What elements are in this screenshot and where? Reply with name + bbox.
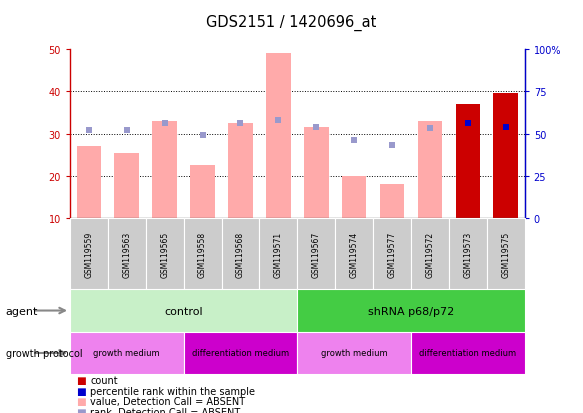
Bar	[70, 332, 184, 374]
Bar	[493, 94, 518, 219]
Text: rank, Detection Call = ABSENT: rank, Detection Call = ABSENT	[90, 407, 241, 413]
Text: differentiation medium: differentiation medium	[192, 349, 289, 358]
Text: ■: ■	[76, 396, 86, 406]
Text: GSM119571: GSM119571	[274, 231, 283, 277]
Bar	[184, 219, 222, 289]
Text: count: count	[90, 375, 118, 385]
Bar	[380, 185, 405, 219]
Bar	[449, 219, 487, 289]
Text: GSM119573: GSM119573	[463, 231, 472, 277]
Text: agent: agent	[6, 306, 38, 316]
Text: GSM119577: GSM119577	[388, 231, 396, 277]
Text: ■: ■	[76, 407, 86, 413]
Bar	[297, 332, 411, 374]
Text: GSM119574: GSM119574	[350, 231, 359, 277]
Bar	[487, 219, 525, 289]
Bar	[108, 219, 146, 289]
Bar	[146, 219, 184, 289]
Text: GSM119575: GSM119575	[501, 231, 510, 277]
Bar	[184, 332, 297, 374]
Text: growth protocol: growth protocol	[6, 348, 82, 358]
Bar	[297, 219, 335, 289]
Bar	[114, 153, 139, 219]
Bar	[70, 219, 108, 289]
Bar	[455, 104, 480, 219]
Text: GSM119568: GSM119568	[236, 231, 245, 277]
Text: ■: ■	[76, 386, 86, 396]
Text: percentile rank within the sample: percentile rank within the sample	[90, 386, 255, 396]
Text: GSM119558: GSM119558	[198, 231, 207, 277]
Bar	[373, 219, 411, 289]
Text: GSM119565: GSM119565	[160, 231, 169, 277]
Bar	[70, 289, 297, 332]
Text: value, Detection Call = ABSENT: value, Detection Call = ABSENT	[90, 396, 245, 406]
Bar	[342, 177, 367, 219]
Bar	[417, 121, 442, 219]
Bar	[228, 123, 253, 219]
Bar	[190, 166, 215, 219]
Text: GDS2151 / 1420696_at: GDS2151 / 1420696_at	[206, 14, 377, 31]
Text: GSM119563: GSM119563	[122, 231, 131, 277]
Bar	[266, 54, 291, 219]
Bar	[297, 289, 525, 332]
Bar	[304, 128, 329, 219]
Text: control: control	[164, 306, 203, 316]
Bar	[222, 219, 259, 289]
Bar	[411, 219, 449, 289]
Text: shRNA p68/p72: shRNA p68/p72	[368, 306, 454, 316]
Text: growth medium: growth medium	[93, 349, 160, 358]
Text: GSM119559: GSM119559	[85, 231, 93, 277]
Text: growth medium: growth medium	[321, 349, 388, 358]
Text: GSM119567: GSM119567	[312, 231, 321, 277]
Bar	[259, 219, 297, 289]
Text: differentiation medium: differentiation medium	[419, 349, 517, 358]
Bar	[76, 147, 101, 219]
Bar	[335, 219, 373, 289]
Bar	[411, 332, 525, 374]
Bar	[152, 121, 177, 219]
Text: GSM119572: GSM119572	[426, 231, 434, 277]
Text: ■: ■	[76, 375, 86, 385]
